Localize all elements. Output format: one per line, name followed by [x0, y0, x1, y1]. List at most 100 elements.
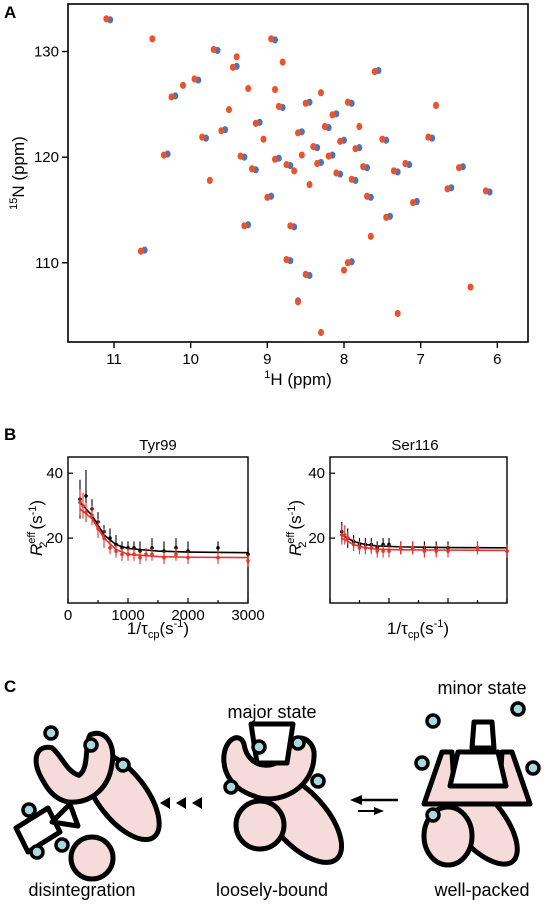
peak-mark [279, 58, 286, 66]
peak-mark [306, 181, 313, 189]
peak-mark [260, 135, 267, 143]
peak-mark [103, 15, 110, 23]
peak-mark [249, 165, 255, 173]
peak-mark [149, 35, 156, 43]
peak-mark [272, 85, 278, 94]
peak-mark [233, 53, 240, 61]
peak-mark [160, 151, 167, 159]
panel-b-letter: B [4, 425, 16, 444]
data-point [369, 546, 374, 550]
peak-mark [456, 164, 462, 172]
x-tick-label: 9 [263, 351, 271, 368]
data-point [340, 533, 344, 537]
panel-a-ylabel: 15N (ppm) [8, 136, 28, 210]
data-point [399, 546, 403, 550]
tyr99-xlabel: 1/τcp(s-1) [127, 618, 189, 641]
loosely-bound-cartoon [221, 721, 345, 865]
data-point [375, 549, 380, 553]
peak-mark [275, 102, 282, 111]
peak-mark [344, 98, 351, 106]
peak-mark [482, 187, 489, 195]
ion-icon [310, 773, 326, 789]
peak-mark [425, 133, 432, 141]
peak-mark [337, 137, 344, 145]
peak-mark [272, 155, 278, 163]
peak-mark [241, 222, 248, 230]
x-tick-label: 8 [340, 351, 348, 368]
data-point [505, 549, 509, 553]
peak-mark [314, 159, 321, 168]
panel-a-frame [67, 3, 529, 343]
peak-mark [333, 169, 340, 177]
peak-mark [371, 68, 378, 76]
data-point [246, 559, 250, 563]
tyr99-ylabel: Reff2(s-1) [26, 500, 50, 556]
ser116-ylabel: Reff2(s-1) [285, 500, 309, 556]
data-point [150, 552, 154, 557]
x-tick-label: 1000 [111, 607, 144, 624]
data-point [216, 546, 220, 550]
data-point [446, 549, 450, 553]
x-tick-label: 3000 [231, 607, 264, 624]
x-tick-label: 6 [493, 351, 501, 368]
tyr99-frame [67, 456, 249, 604]
peak-mark [310, 142, 317, 151]
data-point [351, 542, 356, 547]
peak-mark [210, 45, 217, 54]
peak-mark [137, 247, 144, 255]
data-point [410, 546, 415, 550]
x-tick-label: 7 [416, 351, 424, 368]
peak-mark [383, 213, 390, 221]
peak-mark [321, 122, 328, 131]
peak-mark [341, 266, 347, 274]
panel-c-letter: C [4, 677, 16, 696]
loosely-bound-label: loosely-bound [216, 880, 328, 900]
peak-mark [433, 101, 439, 109]
ion-icon [29, 844, 45, 860]
peak-mark [168, 93, 175, 101]
ion-icon [425, 713, 441, 729]
peak-mark [352, 145, 359, 153]
data-point [132, 552, 136, 557]
data-point [144, 552, 148, 557]
y-tick-label: 20 [46, 530, 63, 547]
peak-mark [191, 75, 198, 83]
data-point [475, 546, 480, 550]
ion-icon [251, 739, 267, 755]
peak-mark [325, 152, 332, 160]
peak-mark [268, 35, 275, 43]
data-point [120, 552, 124, 557]
data-point [345, 536, 350, 540]
loosely-cup [221, 735, 317, 802]
loosely-ball [233, 798, 287, 852]
y-tick-label: 40 [46, 465, 63, 482]
peak-mark [218, 127, 225, 135]
peak-mark [318, 328, 324, 337]
data-point [434, 549, 439, 553]
peak-mark [226, 106, 232, 114]
peak-mark [402, 159, 409, 168]
well-packed-ligand [447, 749, 509, 789]
peak-mark [295, 129, 301, 137]
peak-mark [367, 232, 374, 240]
ser116-marks [340, 521, 509, 558]
equilibrium-arrow-icon [350, 795, 398, 815]
peak-mark [364, 192, 370, 200]
panel-a-plot: 11 10 9 8 7 6 110 120 130 1H (ppm) 15N (ppm) [8, 3, 529, 389]
dashed-arrow-icon [160, 797, 202, 809]
panel-a-yticks: 110 120 130 [34, 44, 68, 272]
peak-mark [245, 84, 252, 93]
data-point [84, 510, 88, 514]
data-point [90, 513, 94, 518]
data-point [342, 533, 347, 537]
data-point [108, 546, 112, 550]
data-point [138, 555, 142, 560]
peak-mark [329, 111, 336, 119]
data-point [357, 546, 362, 550]
tyr99-marks [78, 469, 250, 568]
ser116-frame [329, 456, 508, 604]
data-point [114, 549, 118, 553]
